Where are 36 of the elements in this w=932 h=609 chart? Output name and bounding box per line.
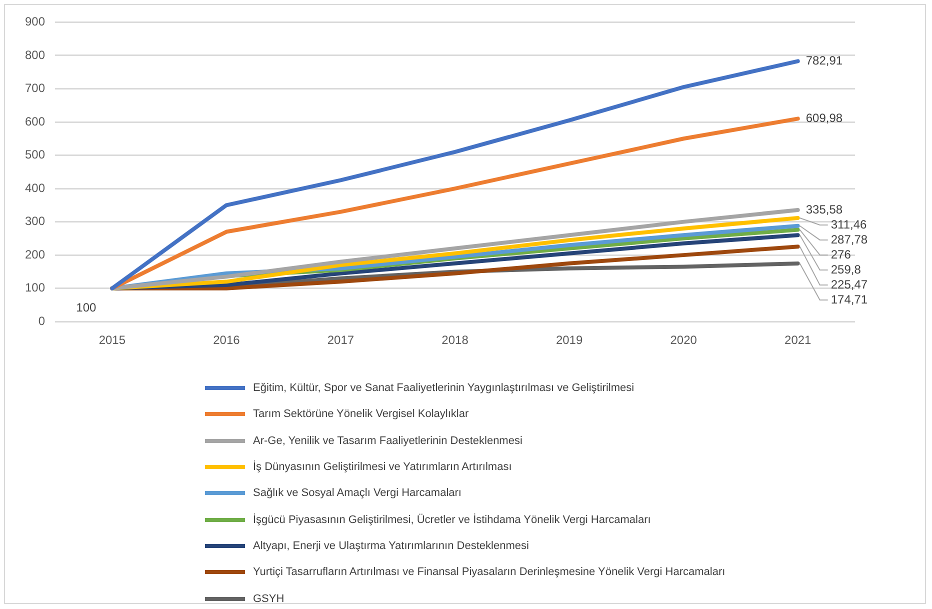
y-tick-label: 600 bbox=[24, 114, 46, 128]
data-label: 287,78 bbox=[830, 232, 868, 246]
data-label: 311,46 bbox=[830, 217, 867, 232]
x-tick-label: 2018 bbox=[442, 333, 469, 348]
data-label: 174,71 bbox=[830, 292, 868, 306]
legend-label: Eğitim, Kültür, Spor ve Sanat Faaliyetlerinin Yaygınlaştırılması ve Geliştirilmesi bbox=[253, 382, 634, 394]
x-tick-label: 2015 bbox=[98, 333, 126, 348]
legend-label: Sağlık ve Sosyal Amaçlı Vergi Harcamaları bbox=[253, 487, 462, 500]
y-tick-label: 300 bbox=[24, 214, 46, 228]
data-label: 276 bbox=[830, 247, 852, 262]
legend-label: İş Dünyasının Geliştirilmesi ve Yatırımların Artırılması bbox=[253, 461, 512, 474]
x-tick-label: 2017 bbox=[327, 333, 354, 348]
data-label: 259,8 bbox=[830, 262, 862, 276]
x-tick-label: 2021 bbox=[784, 333, 812, 348]
legend-label: Ar-Ge, Yenilik ve Tasarım Faaliyetlerinin Desteklenmesi bbox=[253, 434, 522, 447]
y-tick-label: 900 bbox=[24, 14, 46, 29]
data-label: 100 bbox=[76, 300, 96, 315]
legend-label: İşgücü Piyasasının Geliştirilmesi, Ücretler ve İstihdama Yönelik Vergi Harcamaları bbox=[253, 514, 651, 526]
legend-label: Tarım Sektörüne Yönelik Vergisel Kolaylıklar bbox=[253, 408, 469, 420]
y-tick-label: 700 bbox=[24, 81, 46, 96]
data-label: 225,47 bbox=[830, 277, 868, 292]
y-tick-label: 200 bbox=[24, 247, 46, 262]
legend-label: GSYH bbox=[253, 592, 284, 605]
legend-label: Altyapı, Enerji ve Ulaştırma Yatırımlarının Desteklenmesi bbox=[253, 540, 529, 552]
y-tick-label: 800 bbox=[24, 48, 46, 62]
y-tick-label: 500 bbox=[24, 148, 46, 162]
x-tick-label: 2016 bbox=[213, 333, 240, 348]
y-tick-label: 100 bbox=[24, 280, 46, 295]
data-label: 782,91 bbox=[806, 53, 843, 68]
x-tick-label: 2020 bbox=[670, 333, 698, 348]
y-tick-label: 0 bbox=[38, 314, 46, 328]
legend-label: Yurtiçi Tasarrufların Artırılması ve Finansal Piyasaların Derinleşmesine Yönelik Vergi Harcamaları bbox=[253, 566, 726, 578]
data-label: 609,98 bbox=[806, 110, 843, 125]
y-tick-label: 400 bbox=[24, 180, 46, 195]
x-tick-label: 2019 bbox=[556, 333, 583, 348]
data-label: 335,58 bbox=[806, 202, 843, 216]
